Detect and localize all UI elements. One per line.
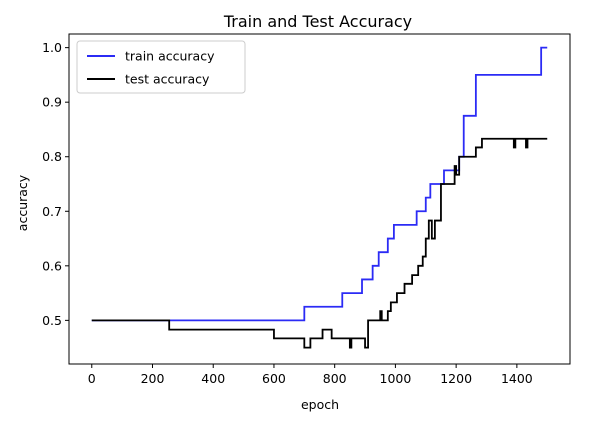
- plot-frame: [68, 33, 571, 365]
- series-line-test-accuracy: [91, 137, 548, 349]
- legend-label: train accuracy: [125, 49, 215, 64]
- series-line-train-accuracy: [91, 46, 548, 322]
- x-tick-label: 800: [323, 371, 347, 386]
- x-tick-label: 400: [201, 371, 225, 386]
- y-tick-label: 0.7: [42, 204, 62, 219]
- y-tick-label: 0.6: [42, 258, 62, 273]
- x-axis: 0 200 400 600 800 1000 1200 1400: [88, 364, 533, 386]
- plot-area: [68, 33, 571, 365]
- legend-box: [76, 40, 246, 94]
- x-tick-label: 1200: [440, 371, 472, 386]
- legend: train accuracy test accuracy: [76, 40, 246, 94]
- y-axis-label: accuracy: [15, 174, 30, 231]
- y-tick-label: 0.8: [42, 149, 62, 164]
- y-tick-label: 0.5: [42, 313, 62, 328]
- y-axis: 0.5 0.6 0.7 0.8 0.9 1.0: [42, 40, 69, 328]
- x-tick-label: 600: [262, 371, 286, 386]
- x-tick-label: 200: [141, 371, 165, 386]
- x-tick-label: 1400: [501, 371, 533, 386]
- chart-title: Train and Test Accuracy: [223, 12, 412, 31]
- y-tick-label: 0.9: [42, 95, 62, 110]
- y-tick-label: 1.0: [42, 40, 62, 55]
- x-tick-label: 0: [88, 371, 96, 386]
- x-tick-label: 1000: [380, 371, 412, 386]
- x-axis-label: epoch: [301, 397, 339, 412]
- legend-label: test accuracy: [125, 72, 210, 87]
